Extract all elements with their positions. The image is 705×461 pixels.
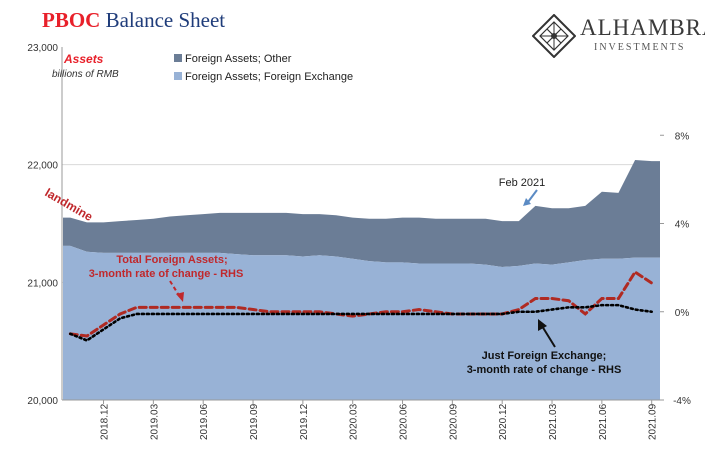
annotation-fx-line2: 3-month rate of change - RHS: [467, 364, 622, 376]
left-tick-label: 20,000: [27, 396, 58, 407]
chart-title: PBOC Balance Sheet: [42, 8, 225, 33]
annotation-feb-2021: Feb 2021: [499, 177, 545, 189]
fx-arrow: [541, 325, 556, 348]
legend-label-foreign-other: Foreign Assets; Other: [185, 53, 292, 65]
annotation-total-line1: Total Foreign Assets;: [116, 254, 227, 266]
x-tick-label: 2021.03: [548, 403, 559, 440]
total-arrowhead: [176, 292, 184, 302]
left-tick-label: 22,000: [27, 161, 58, 172]
legend-swatch-foreign-other: [174, 54, 182, 62]
alhambra-logo: ALHAMBRA INVESTMENTS: [532, 12, 705, 60]
feb-arrowhead: [523, 198, 531, 206]
area-foreign-assets-fx: [63, 245, 660, 400]
left-tick-label: 23,000: [27, 43, 58, 54]
diamond-lattice-icon: [532, 14, 576, 58]
assets-title: Assets: [64, 52, 104, 66]
fx-arrowhead: [538, 319, 547, 331]
line-fx-rate: [69, 303, 653, 342]
x-tick-label: 2019.06: [199, 403, 210, 440]
x-tick-label: 2021.06: [598, 403, 609, 440]
x-tick-label: 2020.12: [498, 403, 509, 440]
legend-item-foreign-exchange: Foreign Assets; Foreign Exchange: [174, 71, 353, 83]
units-label: billions of RMB: [52, 69, 119, 80]
left-tick-label: 21,000: [27, 278, 58, 289]
x-tick-label: 2020.06: [399, 403, 410, 440]
x-tick-label: 2020.03: [349, 403, 360, 440]
line-total-foreign-assets-rate: [68, 269, 654, 338]
right-tick-label: -4%: [673, 396, 691, 407]
x-tick-label: 2019.03: [149, 403, 160, 440]
title-part-1: PBOC: [42, 8, 101, 32]
feb-arrow: [527, 189, 538, 203]
annotation-total-line2: 3-month rate of change - RHS: [89, 268, 244, 280]
x-tick-label: 2021.09: [648, 403, 659, 440]
legend-item-foreign-other: Foreign Assets; Other: [174, 53, 291, 65]
logo-brand: ALHAMBRA: [580, 15, 705, 40]
logo-subtitle: INVESTMENTS: [594, 42, 686, 53]
right-tick-label: 0%: [675, 308, 690, 319]
x-tick-label: 2019.09: [249, 403, 260, 440]
x-tick-label: 2018.12: [100, 403, 111, 440]
legend-swatch-foreign-exchange: [174, 72, 182, 80]
title-part-2: Balance Sheet: [105, 8, 226, 32]
right-tick-label: 8%: [675, 131, 690, 142]
x-tick-label: 2019.12: [299, 403, 310, 440]
right-tick-label: 4%: [675, 220, 690, 231]
legend-label-foreign-exchange: Foreign Assets; Foreign Exchange: [185, 71, 354, 83]
annotation-fx-line1: Just Foreign Exchange;: [482, 350, 607, 362]
area-foreign-assets-other: [63, 159, 660, 268]
x-tick-label: 2020.09: [448, 403, 459, 440]
